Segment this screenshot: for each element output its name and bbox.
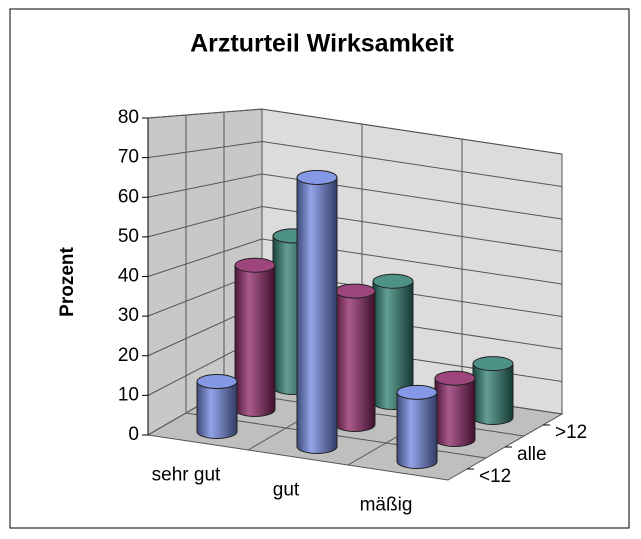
cylinder-body xyxy=(234,264,276,417)
depth-label: alle xyxy=(517,444,547,465)
cylinder-body xyxy=(472,363,514,425)
x-tick-label: mäßig xyxy=(360,495,413,516)
grid-line xyxy=(147,173,263,198)
chart-title: Arzturteil Wirksamkeit xyxy=(190,30,454,58)
y-axis-label: Prozent xyxy=(57,246,78,316)
y-tick-label: 80 xyxy=(118,107,139,128)
cylinder xyxy=(334,283,376,432)
cylinder xyxy=(234,257,276,417)
cylinder-body xyxy=(434,377,476,447)
x-tick-label: sehr gut xyxy=(152,465,221,486)
y-tick-label: 10 xyxy=(118,384,139,405)
cylinder-top xyxy=(434,370,476,386)
y-tick-label: 60 xyxy=(118,186,139,207)
y-tick-label: 30 xyxy=(118,305,139,326)
cylinder-top xyxy=(334,283,376,299)
y-tick-label: 0 xyxy=(128,424,139,445)
cylinder xyxy=(472,356,514,425)
cylinder xyxy=(196,374,238,439)
x-tick-label: gut xyxy=(273,480,300,501)
cylinder-body xyxy=(296,176,338,454)
cylinder-top xyxy=(472,356,514,372)
cylinder xyxy=(372,273,414,410)
grid-line xyxy=(147,108,263,119)
cylinder-top xyxy=(396,384,438,400)
grid-line xyxy=(147,238,263,277)
y-tick-label: 40 xyxy=(118,266,139,287)
cylinder xyxy=(396,384,438,469)
cylinder xyxy=(434,370,476,447)
grid-line xyxy=(147,141,263,159)
cylinder xyxy=(296,169,338,454)
depth-label: <12 xyxy=(479,466,511,487)
cylinder-body xyxy=(396,391,438,469)
cylinder-body xyxy=(196,381,238,439)
grid-line xyxy=(261,141,563,188)
cylinder-top xyxy=(372,273,414,289)
cylinder-top xyxy=(196,374,238,390)
grid-line xyxy=(147,206,263,238)
y-tick-label: 50 xyxy=(118,226,139,247)
grid-line xyxy=(261,108,563,155)
depth-label: >12 xyxy=(555,422,587,443)
y-tick-label: 20 xyxy=(118,345,139,366)
cylinder-top xyxy=(234,257,276,273)
y-tick-label: 70 xyxy=(118,147,139,168)
cylinder-body xyxy=(334,290,376,432)
cylinder-top xyxy=(296,169,338,185)
